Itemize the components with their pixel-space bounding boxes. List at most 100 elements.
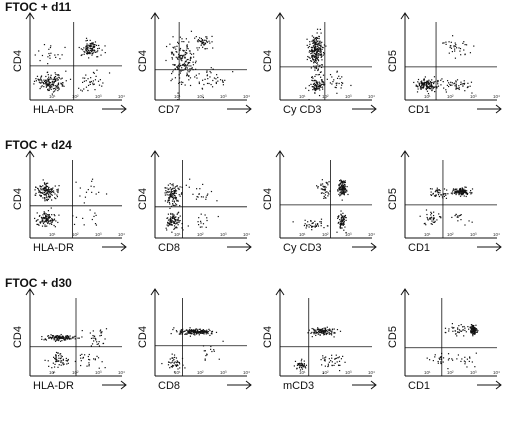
- data-point: [62, 336, 64, 339]
- data-point: [316, 32, 318, 34]
- data-point: [320, 53, 323, 55]
- data-point: [324, 185, 326, 188]
- data-point: [169, 203, 171, 205]
- data-point: [176, 227, 178, 229]
- data-point: [318, 81, 320, 83]
- data-point: [46, 83, 48, 85]
- data-point: [315, 334, 317, 337]
- data-point: [94, 44, 96, 46]
- data-point: [181, 38, 183, 40]
- data-point: [184, 57, 186, 59]
- data-point: [49, 216, 51, 219]
- data-point: [209, 76, 211, 78]
- data-point: [315, 88, 317, 90]
- data-point: [437, 362, 439, 364]
- data-point: [461, 192, 463, 195]
- data-point: [340, 87, 342, 89]
- data-point: [70, 338, 72, 340]
- data-point: [431, 84, 433, 86]
- data-point: [206, 37, 208, 40]
- data-point: [320, 225, 322, 227]
- data-point: [437, 194, 440, 196]
- data-point: [315, 44, 317, 46]
- data-point: [51, 367, 53, 369]
- data-point: [459, 330, 461, 332]
- data-point: [432, 82, 435, 85]
- data-point: [94, 46, 96, 48]
- data-point: [62, 335, 64, 337]
- data-point: [334, 362, 336, 364]
- data-point: [339, 192, 341, 194]
- y-arrow-icon: [400, 288, 410, 296]
- data-point: [176, 361, 178, 364]
- data-point: [475, 352, 477, 354]
- data-point: [175, 364, 177, 366]
- data-point: [39, 195, 42, 197]
- data-point: [62, 362, 64, 364]
- data-point: [313, 51, 315, 53]
- data-point: [454, 57, 457, 59]
- data-point: [427, 219, 429, 221]
- data-point: [195, 333, 198, 335]
- data-point: [203, 329, 205, 332]
- data-point: [172, 214, 174, 216]
- data-point: [452, 330, 454, 332]
- data-point: [419, 85, 421, 87]
- data-point: [170, 216, 172, 218]
- data-point: [86, 51, 88, 54]
- data-point: [321, 364, 323, 366]
- data-point: [328, 361, 330, 363]
- data-point: [94, 337, 96, 339]
- data-point: [453, 189, 455, 191]
- data-point: [188, 330, 190, 333]
- data-point: [44, 186, 46, 188]
- data-point: [167, 188, 169, 191]
- data-point: [204, 214, 206, 216]
- data-point: [299, 364, 301, 366]
- data-point: [38, 215, 41, 217]
- data-point: [433, 195, 436, 197]
- data-point: [339, 77, 341, 80]
- data-point: [324, 83, 326, 85]
- data-point: [68, 337, 70, 339]
- data-point: [41, 192, 43, 194]
- data-point: [464, 363, 466, 365]
- data-point: [184, 68, 186, 70]
- data-point: [450, 41, 452, 43]
- data-point: [317, 327, 319, 329]
- data-point: [42, 216, 45, 218]
- data-point: [344, 181, 346, 184]
- data-point: [321, 83, 323, 85]
- data-point: [317, 328, 319, 330]
- data-point: [431, 220, 433, 222]
- data-point: [422, 84, 424, 86]
- data-point: [426, 85, 428, 87]
- data-point: [180, 70, 182, 72]
- data-point: [341, 84, 343, 86]
- data-point: [198, 82, 200, 85]
- data-point: [43, 211, 45, 213]
- data-point: [175, 226, 177, 228]
- data-point: [204, 43, 207, 45]
- data-point: [179, 36, 182, 38]
- data-point: [83, 224, 85, 226]
- data-point: [344, 186, 346, 189]
- data-point: [207, 330, 209, 333]
- data-point: [65, 336, 68, 338]
- data-point: [43, 80, 46, 83]
- data-point: [200, 37, 202, 40]
- data-point: [43, 339, 45, 341]
- data-point: [58, 355, 60, 357]
- data-point: [96, 355, 98, 357]
- data-point: [179, 55, 181, 57]
- data-point: [323, 195, 325, 198]
- data-point: [48, 78, 50, 81]
- data-point: [166, 187, 168, 189]
- data-point: [46, 85, 48, 87]
- data-point: [204, 359, 206, 361]
- data-point: [167, 217, 169, 219]
- data-point: [339, 221, 341, 223]
- data-point: [60, 353, 62, 355]
- data-point: [435, 189, 437, 192]
- data-point: [315, 57, 318, 59]
